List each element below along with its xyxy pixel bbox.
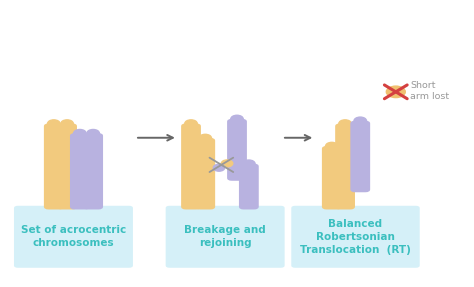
Text: Balanced
Robertsonian
Translocation  (RT): Balanced Robertsonian Translocation (RT) [300,219,411,255]
FancyBboxPatch shape [227,119,247,181]
Circle shape [326,142,338,150]
Text: Short
arm lost: Short arm lost [410,81,449,101]
FancyBboxPatch shape [44,123,64,210]
Circle shape [221,160,233,167]
FancyBboxPatch shape [350,121,370,192]
FancyBboxPatch shape [70,133,90,210]
FancyBboxPatch shape [57,123,77,210]
FancyBboxPatch shape [14,206,133,268]
FancyBboxPatch shape [239,164,259,210]
Circle shape [199,134,211,142]
Circle shape [73,129,86,137]
Circle shape [61,120,73,127]
Text: Breakage and
rejoining: Breakage and rejoining [184,225,266,248]
Circle shape [339,120,351,127]
Circle shape [87,129,100,137]
Text: Set of acrocentric
chromosomes: Set of acrocentric chromosomes [21,225,126,248]
Circle shape [47,120,60,127]
FancyBboxPatch shape [165,206,284,268]
FancyBboxPatch shape [335,123,355,210]
FancyBboxPatch shape [195,138,215,210]
Circle shape [185,120,197,127]
FancyBboxPatch shape [291,206,420,268]
Circle shape [386,86,405,98]
Circle shape [243,160,255,168]
FancyBboxPatch shape [83,133,103,210]
Circle shape [354,117,366,125]
FancyBboxPatch shape [181,123,201,210]
Circle shape [231,115,243,123]
Circle shape [213,164,225,171]
FancyBboxPatch shape [322,146,342,210]
